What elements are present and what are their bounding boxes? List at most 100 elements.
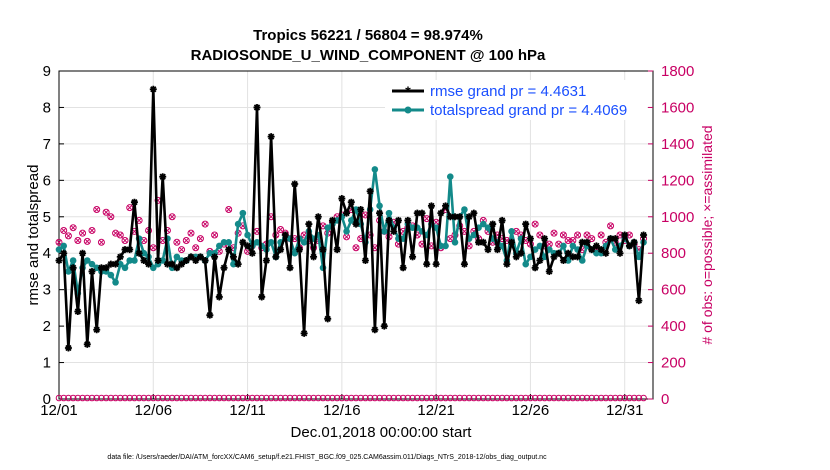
obs-rejected-zero-point	[593, 394, 600, 402]
obs-rejected-zero-point	[475, 394, 482, 402]
rmse-point	[376, 209, 384, 217]
y-tick-label: 5	[43, 209, 51, 226]
rmse-point	[456, 213, 464, 221]
obs-assimilated-point	[268, 214, 274, 220]
totalspread-point	[126, 257, 134, 264]
obs-rejected-zero-point	[253, 394, 261, 402]
rmse-point	[460, 260, 468, 268]
totalspread-point	[611, 246, 619, 253]
rmse-point	[640, 231, 648, 239]
obs-rejected-zero-point	[173, 394, 181, 402]
obs-rejected-zero-point	[263, 394, 270, 402]
totalspread-point	[522, 260, 530, 268]
y-right-tick-label: 1600	[661, 99, 694, 116]
obs-rejected-zero-point	[296, 394, 303, 402]
obs-assimilated-point	[174, 239, 180, 246]
rmse-point	[196, 253, 204, 261]
rmse-point	[97, 264, 105, 272]
rmse-point	[262, 257, 270, 265]
totalspread-point	[461, 206, 468, 213]
obs-rejected-zero-point	[206, 394, 214, 402]
y-tick-label: 4	[43, 245, 51, 262]
obs-rejected-zero-point	[74, 394, 82, 402]
obs-rejected-zero-point	[65, 394, 72, 402]
obs-possible-point	[116, 231, 124, 239]
obs-possible-point	[201, 220, 209, 228]
rmse-point	[413, 209, 421, 217]
rmse-point	[69, 264, 77, 272]
rmse-point	[357, 205, 365, 213]
totalspread-point	[131, 257, 138, 264]
obs-assimilated-point	[211, 232, 218, 238]
totalspread-point	[244, 231, 251, 239]
rmse-point	[559, 257, 567, 265]
rmse-point	[229, 253, 237, 261]
y-tick-label: 0	[43, 391, 51, 408]
obs-assimilated-point	[136, 217, 142, 224]
totalspread-point	[380, 228, 388, 235]
rmse-point	[211, 253, 219, 261]
rmse-point	[512, 253, 520, 261]
obs-assimilated-point	[79, 230, 86, 236]
rmse-point	[338, 195, 346, 203]
obs-rejected-zero-point	[352, 394, 360, 402]
obs-rejected-zero-point	[69, 394, 77, 402]
obs-assimilated-point	[254, 228, 260, 235]
legend-background	[385, 80, 647, 120]
rmse-point	[394, 216, 402, 224]
obs-possible-point	[102, 208, 110, 216]
obs-assimilated-point	[574, 232, 581, 238]
obs-assimilated-point	[532, 221, 538, 227]
rmse-point	[508, 238, 516, 246]
totalspread-point	[121, 264, 129, 272]
obs-rejected-zero-point	[503, 394, 511, 402]
rmse-point	[380, 322, 388, 330]
totalspread-point	[560, 242, 567, 250]
obs-rejected-zero-point	[329, 394, 336, 402]
totalspread-point	[347, 217, 355, 224]
x-tick-label: 12/06	[135, 402, 173, 419]
obs-rejected-zero-point	[616, 394, 624, 402]
obs-rejected-zero-point	[267, 394, 275, 402]
totalspread-point	[371, 166, 379, 173]
obs-rejected-zero-point	[347, 394, 355, 402]
rmse-point	[484, 246, 492, 254]
obs-rejected-zero-point	[281, 394, 289, 402]
obs-rejected-zero-point	[159, 394, 167, 402]
totalspread-point	[234, 220, 242, 228]
rmse-point	[112, 260, 120, 268]
rmse-point	[154, 257, 162, 265]
rmse-point	[60, 249, 68, 257]
obs-rejected-zero-point	[432, 394, 440, 402]
rmse-point	[343, 209, 351, 217]
rmse-point	[404, 216, 412, 224]
rmse-point	[597, 246, 605, 254]
rmse-point	[531, 264, 539, 272]
rmse-point	[366, 187, 374, 195]
obs-assimilated-point	[560, 232, 567, 238]
obs-rejected-zero-point	[395, 394, 402, 402]
x-tick-label: 12/21	[417, 402, 455, 419]
totalspread-point	[116, 260, 124, 268]
totalspread-point	[267, 238, 275, 246]
obs-rejected-zero-point	[343, 394, 350, 402]
obs-possible-point	[88, 226, 96, 234]
obs-possible-point	[574, 231, 582, 239]
obs-possible-point	[583, 231, 591, 239]
rmse-point	[442, 202, 450, 210]
rmse-point	[399, 264, 407, 272]
obs-rejected-zero-point	[578, 394, 586, 402]
x-axis: 12/01 12/06 12/11 12/16 12/21 12/26 12/31	[40, 394, 643, 419]
obs-rejected-zero-point	[310, 394, 317, 402]
obs-assimilated-point	[570, 237, 576, 244]
obs-assimilated-point	[108, 214, 114, 220]
rmse-point	[107, 260, 115, 268]
rmse-point	[201, 257, 209, 265]
rmse-series	[55, 85, 648, 352]
obs-rejected-zero-point	[362, 394, 369, 402]
obs-rejected-zero-point	[197, 394, 204, 402]
rmse-point	[536, 257, 544, 265]
obs-rejected-zero-point	[635, 394, 643, 402]
obs-assimilated-point	[362, 212, 369, 218]
rmse-point	[361, 257, 369, 265]
